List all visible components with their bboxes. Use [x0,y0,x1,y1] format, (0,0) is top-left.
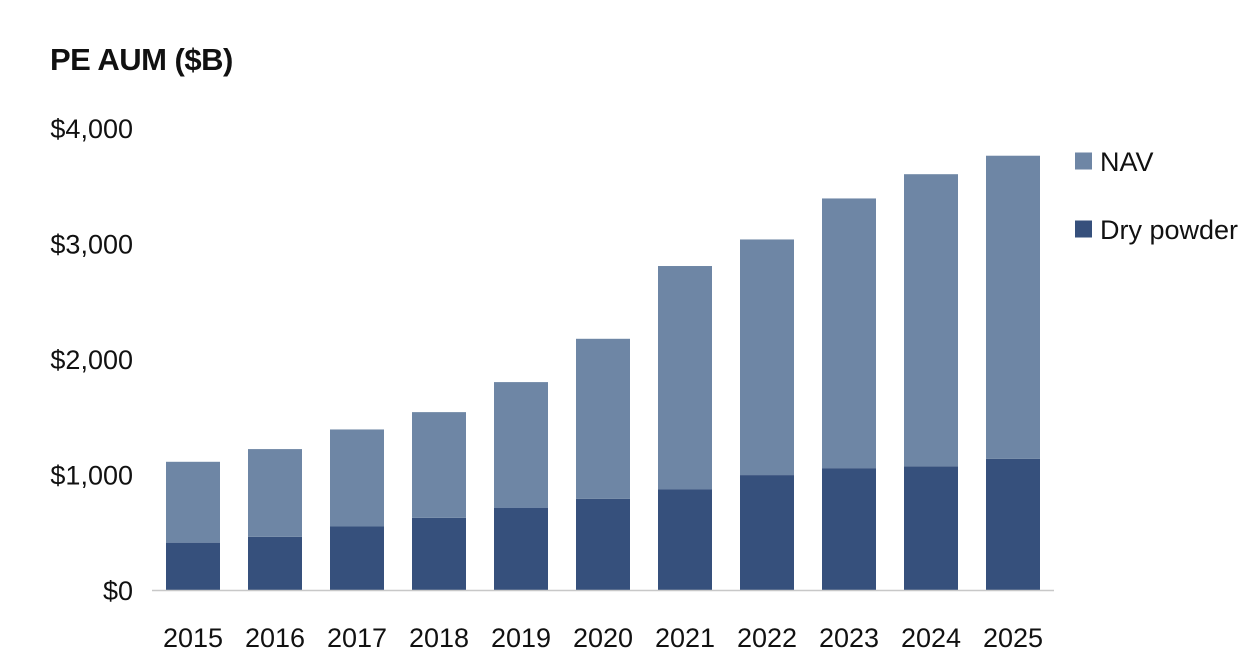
bar-dry-powder-2017 [330,526,384,590]
legend: NAV Dry powder [1075,147,1238,245]
bar-nav-2022 [740,239,794,476]
y-tick-label: $0 [103,576,133,606]
bar-dry-powder-2025 [986,458,1040,590]
bar-dry-powder-2019 [494,508,548,590]
bar-nav-2016 [248,449,302,537]
bar-dry-powder-2021 [658,489,712,590]
y-tick-label: $1,000 [50,461,133,491]
x-tick-label: 2023 [819,623,879,653]
bar-dry-powder-2023 [822,468,876,590]
bar-nav-2017 [330,429,384,527]
x-tick-label: 2025 [983,623,1043,653]
bar-nav-2019 [494,382,548,508]
bar-nav-2024 [904,174,958,467]
bar-dry-powder-2022 [740,475,794,590]
y-tick-label: $3,000 [50,230,133,260]
chart-title: PE AUM ($B) [50,42,233,77]
x-tick-label: 2017 [327,623,387,653]
legend-label-dry-powder: Dry powder [1100,215,1238,245]
legend-item-dry-powder: Dry powder [1075,215,1238,245]
y-tick-label: $4,000 [50,114,133,144]
bar-dry-powder-2015 [166,542,220,590]
x-tick-label: 2018 [409,623,469,653]
y-axis-tick-labels: $0 $1,000 $2,000 $3,000 $4,000 [50,114,133,606]
bar-nav-2015 [166,461,220,543]
legend-label-nav: NAV [1100,147,1154,177]
bar-dry-powder-2024 [904,466,958,590]
bar-nav-2023 [822,198,876,469]
x-tick-label: 2021 [655,623,715,653]
x-tick-label: 2022 [737,623,797,653]
x-tick-label: 2015 [163,623,223,653]
x-tick-label: 2019 [491,623,551,653]
bar-dry-powder-2016 [248,536,302,590]
legend-swatch-dry-powder [1075,220,1092,238]
bar-dry-powder-2018 [412,517,466,590]
bar-nav-2018 [412,412,466,518]
x-tick-label: 2024 [901,623,961,653]
legend-swatch-nav [1075,152,1092,170]
x-axis-tick-labels: 2015 2016 2017 2018 2019 2020 2021 2022 2023 2024… [163,623,1043,653]
legend-item-nav: NAV [1075,147,1154,177]
bar-nav-2020 [576,338,630,499]
y-tick-label: $2,000 [50,345,133,375]
x-tick-label: 2020 [573,623,633,653]
bar-dry-powder-2020 [576,498,630,590]
x-tick-label: 2016 [245,623,305,653]
bars-layer [166,155,1040,590]
bar-nav-2021 [658,266,712,490]
bar-nav-2025 [986,155,1040,459]
